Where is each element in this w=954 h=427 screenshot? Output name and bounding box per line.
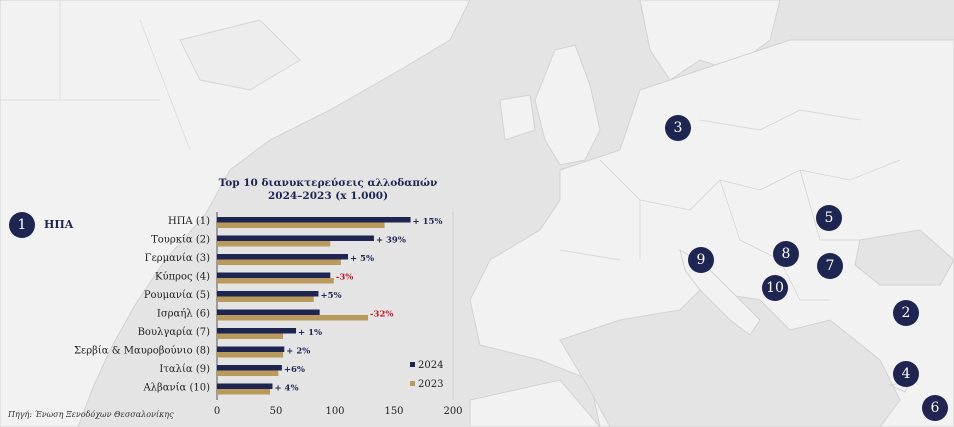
change-annotation: + 15% bbox=[413, 217, 443, 227]
change-annotation: + 1% bbox=[298, 328, 322, 338]
category-label: Σερβία & Μαυροβούνιο (8) bbox=[74, 346, 210, 357]
bar-2023 bbox=[217, 352, 284, 358]
bar-2024 bbox=[217, 346, 285, 352]
bar-2024 bbox=[217, 217, 411, 223]
chart-title-line-1: Top 10 διανυκτερεύσεις αλλοδαπών bbox=[219, 177, 438, 189]
change-annotation: -32% bbox=[370, 310, 393, 320]
bar-2024 bbox=[217, 309, 320, 315]
bar-2023 bbox=[217, 296, 314, 302]
category-label: Ισραήλ (6) bbox=[157, 309, 210, 320]
bar-2023 bbox=[217, 241, 331, 247]
map-marker-10: 10 bbox=[762, 275, 788, 301]
source-note: Πηγή: Ένωση Ξενοδόχων Θεσσαλονίκης bbox=[8, 410, 174, 419]
map-label-usa: ΗΠΑ bbox=[44, 218, 74, 231]
category-label: Γερμανία (3) bbox=[145, 253, 210, 264]
map-marker-8: 8 bbox=[773, 241, 799, 267]
bar-2024 bbox=[217, 365, 282, 371]
chart-title-line-2: 2024–2023 (x 1.000) bbox=[268, 190, 388, 202]
change-annotation: +6% bbox=[284, 365, 305, 375]
change-annotation: + 2% bbox=[286, 347, 310, 357]
category-label: Ιταλία (9) bbox=[159, 364, 210, 375]
bar-2024 bbox=[217, 235, 374, 241]
x-tick-label: 200 bbox=[443, 406, 462, 417]
category-label: Κύπρος (4) bbox=[155, 272, 210, 283]
x-tick-label: 100 bbox=[325, 406, 344, 417]
bar-2023 bbox=[217, 370, 279, 376]
x-tick-label: 50 bbox=[270, 406, 283, 417]
legend-swatch bbox=[410, 362, 415, 367]
map-marker-2: 2 bbox=[893, 300, 919, 326]
category-label: Αλβανία (10) bbox=[142, 383, 210, 394]
bar-2023 bbox=[217, 389, 271, 395]
map-marker-5: 5 bbox=[816, 205, 842, 231]
legend-label: 2024 bbox=[418, 360, 443, 371]
map-marker-9: 9 bbox=[688, 247, 714, 273]
x-tick-label: 150 bbox=[384, 406, 403, 417]
bar-2024 bbox=[217, 383, 273, 389]
map-marker-3: 3 bbox=[665, 115, 691, 141]
category-label: ΗΠΑ (1) bbox=[168, 216, 210, 227]
bar-2024 bbox=[217, 291, 319, 297]
legend-swatch bbox=[410, 381, 415, 386]
category-label: Τουρκία (2) bbox=[151, 235, 210, 246]
map-marker-6: 6 bbox=[922, 395, 948, 421]
change-annotation: + 4% bbox=[274, 384, 298, 394]
map-marker-1: 1 bbox=[9, 212, 35, 238]
category-label: Βουλγαρία (7) bbox=[138, 327, 211, 338]
bar-2023 bbox=[217, 315, 369, 321]
bar-2024 bbox=[217, 272, 331, 278]
category-label: Ρουμανία (5) bbox=[144, 290, 210, 301]
bar-2023 bbox=[217, 259, 341, 265]
bar-2023 bbox=[217, 278, 334, 284]
map-marker-4: 4 bbox=[893, 361, 919, 387]
bar-2023 bbox=[217, 222, 385, 228]
change-annotation: +5% bbox=[320, 291, 341, 301]
map-marker-7: 7 bbox=[817, 253, 843, 279]
bar-2024 bbox=[217, 328, 297, 334]
change-annotation: + 5% bbox=[350, 254, 374, 264]
change-annotation: + 39% bbox=[376, 236, 406, 246]
bar-2024 bbox=[217, 254, 348, 260]
legend-label: 2023 bbox=[418, 379, 443, 390]
bar-2023 bbox=[217, 333, 284, 339]
change-annotation: -3% bbox=[336, 273, 354, 283]
x-tick-label: 0 bbox=[214, 406, 220, 417]
